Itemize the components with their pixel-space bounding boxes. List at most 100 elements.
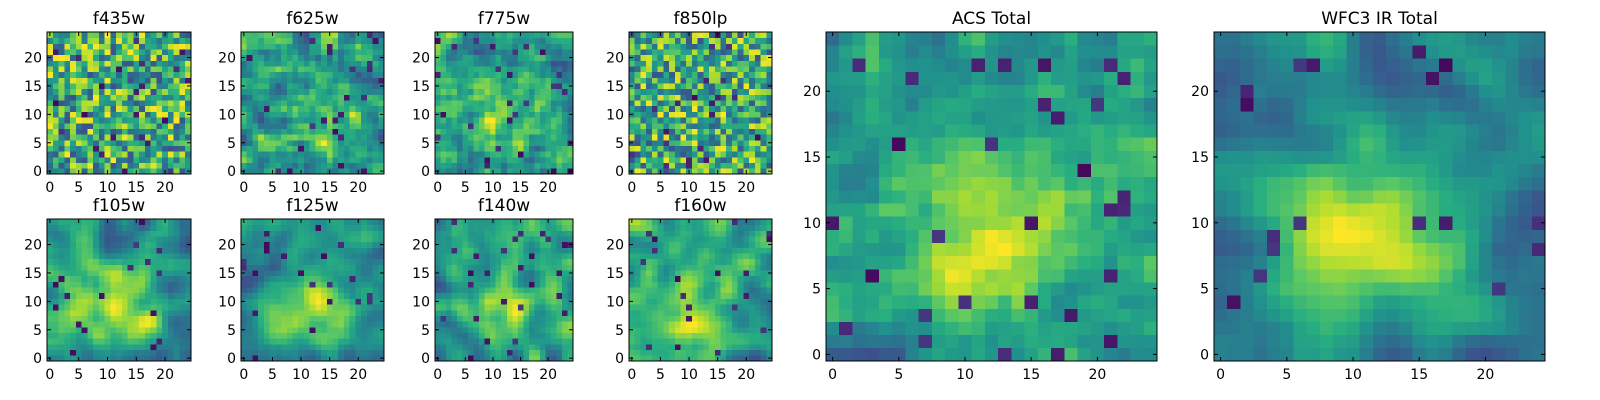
heatmap-cell bbox=[651, 66, 658, 73]
heatmap-cell bbox=[539, 54, 546, 61]
heatmap-cell bbox=[133, 122, 140, 129]
heatmap-cell bbox=[468, 37, 475, 44]
heatmap-cell bbox=[657, 309, 664, 316]
heatmap-cell bbox=[440, 236, 447, 243]
heatmap-cell bbox=[150, 139, 157, 146]
heatmap-cell bbox=[139, 349, 146, 356]
heatmap-cell bbox=[52, 111, 59, 118]
heatmap-cell bbox=[539, 151, 546, 158]
heatmap-cell bbox=[173, 343, 180, 351]
heatmap-cell bbox=[760, 287, 767, 294]
heatmap-cell bbox=[343, 49, 351, 56]
heatmap-cell bbox=[567, 338, 574, 345]
heatmap-cell bbox=[104, 88, 111, 95]
heatmap-cell bbox=[743, 145, 750, 152]
heatmap-cell bbox=[556, 264, 563, 271]
heatmap-cell bbox=[451, 253, 458, 260]
heatmap-cell bbox=[462, 88, 469, 95]
heatmap-cell bbox=[179, 94, 186, 101]
heatmap-cell bbox=[292, 43, 299, 50]
heatmap-cell bbox=[355, 270, 362, 277]
heatmap-cell bbox=[495, 37, 502, 44]
heatmap-cell bbox=[64, 94, 71, 101]
heatmap-cell bbox=[303, 281, 311, 288]
heatmap-cell bbox=[315, 49, 322, 56]
heatmap-cell bbox=[361, 247, 368, 254]
heatmap-cell bbox=[506, 275, 513, 282]
heatmap-cell bbox=[292, 139, 299, 146]
heatmap-cell bbox=[87, 349, 94, 356]
heatmap-cell bbox=[550, 304, 557, 311]
heatmap-cell bbox=[110, 71, 117, 78]
heatmap-cell bbox=[87, 264, 94, 271]
heatmap-cell bbox=[528, 264, 535, 271]
heatmap-cell bbox=[179, 281, 186, 288]
heatmap-cell bbox=[737, 122, 744, 129]
heatmap-cell bbox=[303, 236, 311, 243]
heatmap-cell bbox=[258, 100, 265, 107]
heatmap-cell bbox=[490, 122, 497, 129]
heatmap-cell bbox=[75, 54, 82, 61]
heatmap-cell bbox=[490, 66, 497, 73]
heatmap-cell bbox=[680, 343, 687, 351]
heatmap-cell bbox=[144, 292, 152, 299]
heatmap-cell bbox=[93, 258, 100, 265]
heatmap-cell bbox=[697, 332, 704, 339]
heatmap-cell bbox=[133, 156, 140, 164]
heatmap-cell bbox=[686, 83, 693, 90]
heatmap-cell bbox=[737, 168, 744, 175]
heatmap-cell bbox=[691, 54, 699, 61]
heatmap-cell bbox=[162, 77, 169, 84]
heatmap-cell bbox=[646, 275, 653, 282]
heatmap-cell bbox=[309, 343, 316, 351]
heatmap-cell bbox=[58, 309, 65, 316]
heatmap-cell bbox=[640, 71, 647, 78]
heatmap-cell bbox=[258, 343, 265, 351]
heatmap-cell bbox=[539, 338, 546, 345]
heatmap-cell bbox=[726, 315, 733, 322]
heatmap-cell bbox=[378, 37, 385, 44]
heatmap-cell bbox=[150, 224, 157, 231]
heatmap-cell bbox=[440, 151, 447, 158]
heatmap-cell bbox=[749, 71, 756, 78]
heatmap-cell bbox=[528, 338, 535, 345]
heatmap-cell bbox=[539, 134, 546, 141]
heatmap-cell bbox=[144, 338, 152, 345]
heatmap-cell bbox=[697, 281, 704, 288]
heatmap-cell bbox=[58, 66, 65, 73]
heatmap-cell bbox=[309, 292, 316, 299]
heatmap-cell bbox=[731, 298, 739, 305]
heatmap-cell bbox=[332, 162, 339, 169]
heatmap-cell bbox=[75, 315, 82, 322]
heatmap-cell bbox=[263, 321, 270, 328]
heatmap-cell bbox=[634, 309, 641, 316]
heatmap-cell bbox=[457, 241, 463, 248]
heatmap-cell bbox=[75, 88, 82, 95]
heatmap-cell bbox=[361, 298, 368, 305]
heatmap-cell bbox=[252, 100, 259, 107]
heatmap-cell bbox=[326, 264, 333, 271]
heatmap-cell bbox=[361, 281, 368, 288]
heatmap-cell bbox=[269, 332, 276, 339]
heatmap-cell bbox=[116, 128, 123, 135]
heatmap-cell bbox=[292, 264, 299, 271]
heatmap-cell bbox=[473, 298, 480, 305]
heatmap-cell bbox=[479, 49, 486, 56]
heatmap-cell bbox=[258, 281, 265, 288]
heatmap-cell bbox=[457, 338, 463, 345]
x-tick-label: 15 bbox=[127, 180, 145, 196]
heatmap-cell bbox=[651, 304, 658, 311]
heatmap-cell bbox=[162, 338, 169, 345]
heatmap-cell bbox=[269, 43, 276, 50]
heatmap-cell bbox=[669, 49, 676, 56]
heatmap-cell bbox=[116, 54, 123, 61]
heatmap-cell bbox=[462, 230, 469, 237]
heatmap-cell bbox=[462, 236, 469, 243]
heatmap-cell bbox=[326, 326, 333, 333]
heatmap-cell bbox=[52, 315, 59, 322]
heatmap-cell bbox=[501, 326, 508, 333]
heatmap-cell bbox=[709, 145, 716, 152]
heatmap-cell bbox=[539, 117, 546, 124]
heatmap-cell bbox=[760, 151, 767, 158]
heatmap-cell bbox=[179, 338, 186, 345]
